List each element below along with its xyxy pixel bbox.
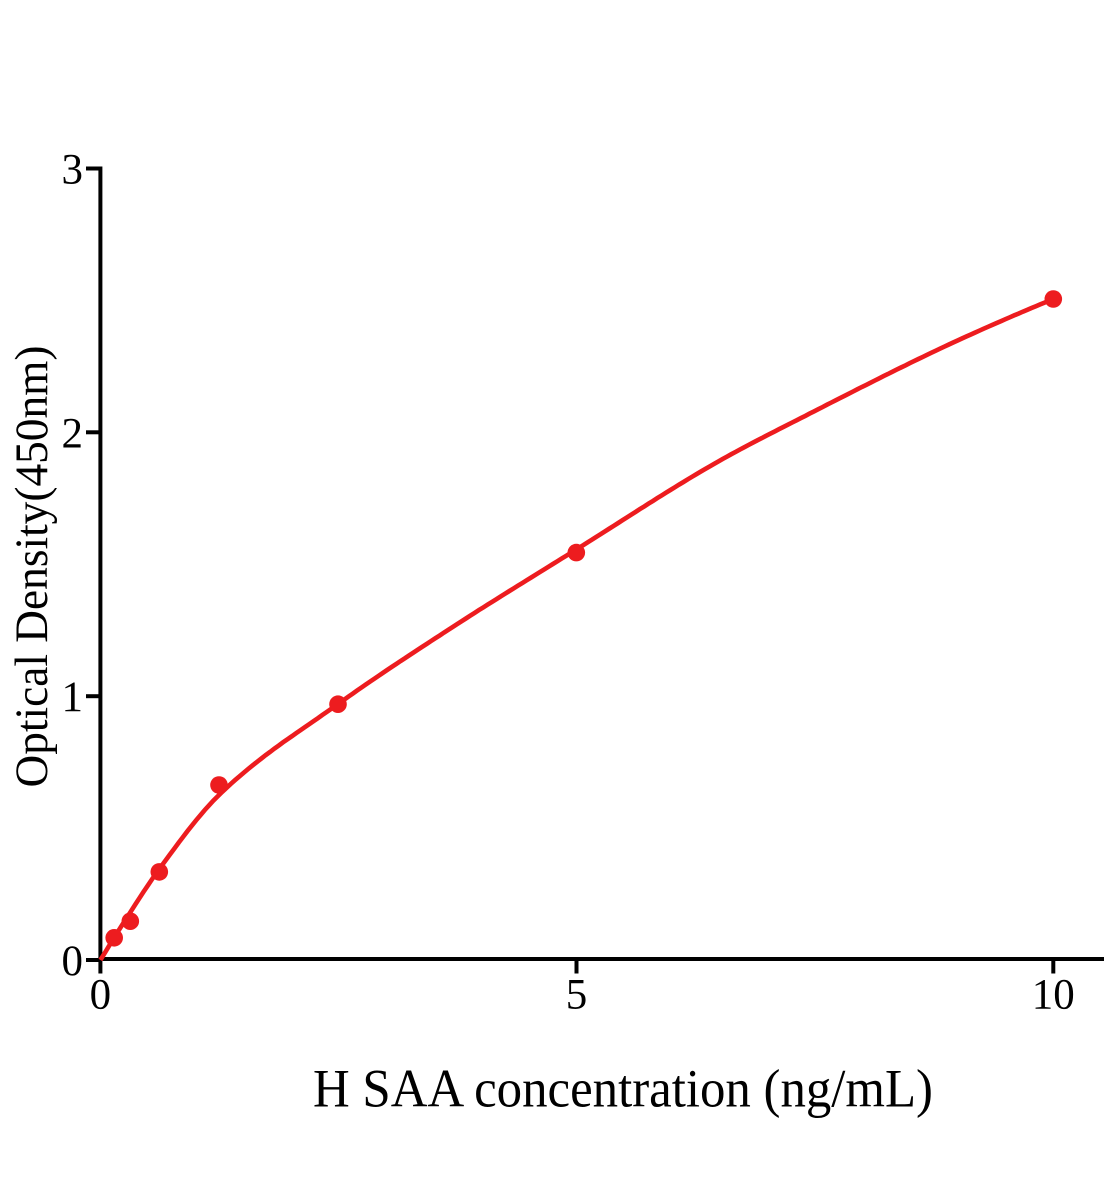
- svg-text:3: 3: [62, 147, 84, 194]
- svg-text:H SAA concentration (ng/mL): H SAA concentration (ng/mL): [313, 1059, 933, 1119]
- svg-text:2: 2: [62, 410, 84, 457]
- svg-text:10: 10: [1032, 972, 1075, 1019]
- svg-text:0: 0: [90, 972, 112, 1019]
- svg-text:1: 1: [62, 674, 84, 721]
- svg-text:0: 0: [62, 938, 84, 985]
- svg-text:Optical Density(450nm): Optical Density(450nm): [6, 346, 58, 788]
- svg-text:5: 5: [566, 972, 588, 1019]
